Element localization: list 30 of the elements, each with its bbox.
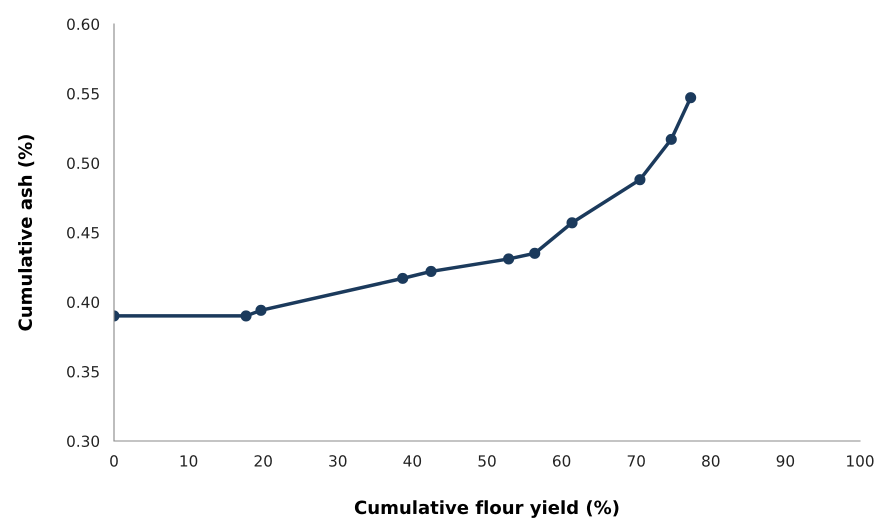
point <box>240 310 252 322</box>
x-tick-label: 20 <box>254 455 272 467</box>
x-tick-label: 50 <box>478 455 496 467</box>
point <box>255 304 267 316</box>
y-tick-label: 0.60 <box>67 18 100 30</box>
point <box>666 134 677 145</box>
point <box>685 92 696 104</box>
x-tick-label: 80 <box>702 455 720 467</box>
x-axis-title: Cumulative flour yield (%) <box>354 500 618 518</box>
y-tick-label: 0.35 <box>67 366 99 378</box>
x-tick-label: 70 <box>628 455 645 467</box>
y-tick-label: 0.55 <box>67 88 99 100</box>
point <box>503 253 514 264</box>
x-tick-label: 30 <box>329 455 347 467</box>
y-axis-title: Cumulative ash (%) <box>18 135 34 331</box>
y-tick-label: 0.50 <box>67 157 100 170</box>
point <box>529 248 540 259</box>
point <box>566 217 578 228</box>
x-tick-label: 10 <box>180 455 198 467</box>
point <box>634 174 646 186</box>
x-tick-label: 0 <box>110 455 118 467</box>
point <box>425 266 437 277</box>
y-tick-label: 0.45 <box>67 226 99 239</box>
x-tick-label: 40 <box>403 455 422 467</box>
point <box>397 272 408 284</box>
x-tick-label: 90 <box>776 455 794 467</box>
y-tick-label: 0.30 <box>67 435 100 448</box>
x-tick-label: 60 <box>552 455 570 467</box>
y-tick-label: 0.40 <box>67 296 100 308</box>
x-tick-label: 100 <box>847 455 874 467</box>
